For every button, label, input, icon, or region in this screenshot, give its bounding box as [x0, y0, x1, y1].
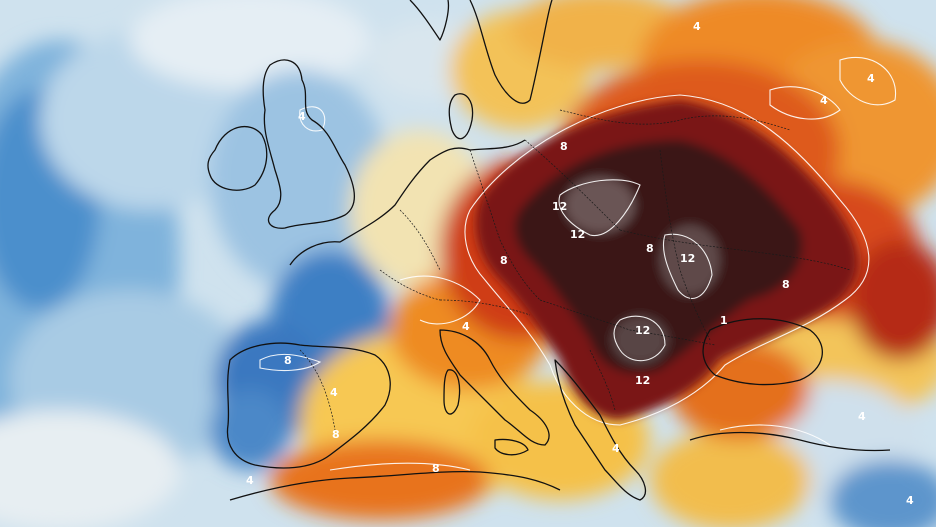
contour-label: 4 [246, 474, 254, 487]
contour-labels: 4 4 4 4 8 12 12 8 12 12 12 8 1 8 4 8 4 8… [246, 20, 914, 507]
contour-label: 8 [782, 278, 790, 291]
contour-label: 8 [560, 140, 568, 153]
contour-label: 1 [720, 314, 728, 327]
contour-label: 4 [693, 20, 701, 33]
coastlines [207, 0, 891, 501]
contour-label: 12 [635, 374, 650, 387]
contour-label: 4 [906, 494, 914, 507]
contour-label: 4 [330, 386, 338, 399]
contour-label: 4 [462, 320, 470, 333]
contour-label: 8 [500, 254, 508, 267]
contour-label: 8 [646, 242, 654, 255]
contour-label: 4 [612, 442, 620, 455]
contour-label: 8 [284, 354, 292, 367]
contour-label: 12 [570, 228, 585, 241]
contour-label: 12 [552, 200, 567, 213]
country-borders [299, 109, 851, 431]
contour-lines [259, 56, 897, 471]
contour-label: 4 [867, 72, 875, 85]
contour-label: 4 [858, 410, 866, 423]
contour-label: 4 [298, 110, 306, 123]
contour-label: 12 [635, 324, 650, 337]
contour-label: 4 [820, 94, 828, 107]
contour-label: 12 [680, 252, 695, 265]
contour-label: 8 [332, 428, 340, 441]
contour-label: 8 [432, 462, 440, 475]
